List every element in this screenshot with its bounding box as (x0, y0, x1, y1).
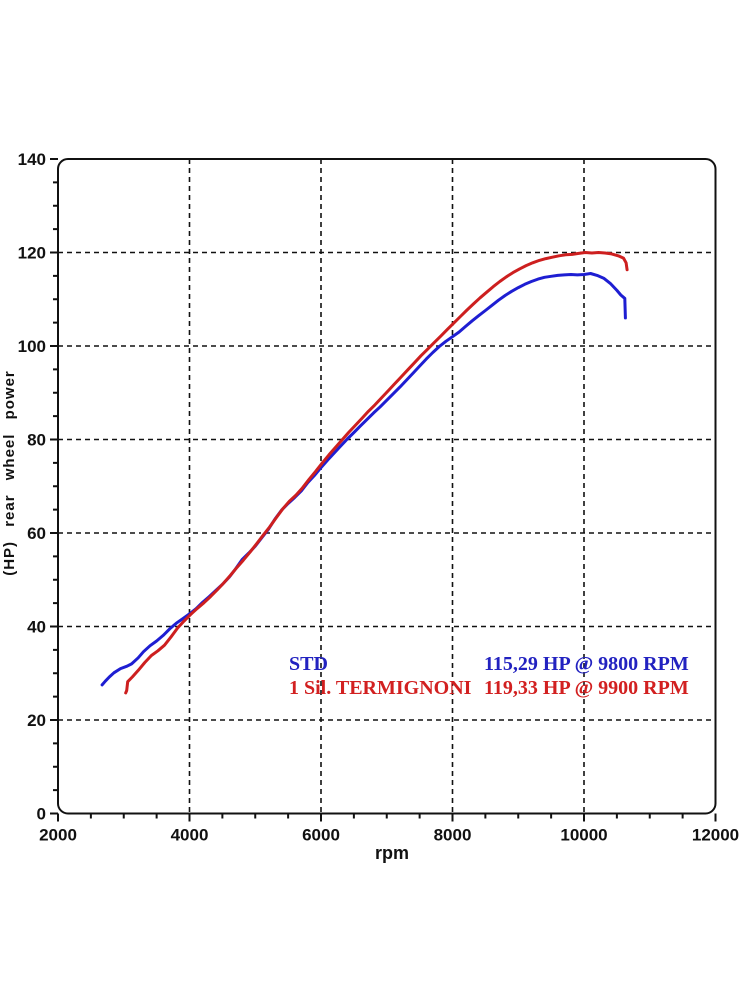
x-tick-label: 10000 (560, 826, 607, 845)
plot-border (57, 158, 717, 815)
legend-series-name: STD (289, 653, 328, 675)
x-tick-label: 6000 (302, 826, 340, 845)
y-tick-label: 140 (18, 150, 46, 169)
y-tick-label: 40 (27, 618, 46, 637)
x-tick-label: 8000 (434, 826, 472, 845)
legend-series-name: 1 Sil. TERMIGNONI (289, 677, 472, 699)
x-tick-label: 4000 (171, 826, 209, 845)
x-axis-title: rpm (374, 843, 409, 863)
y-tick-label: 20 (27, 711, 46, 730)
y-tick-label: 0 (37, 805, 46, 824)
legend-series-peak-value: 115,29 HP @ 9800 RPM (484, 653, 689, 675)
x-tick-label: 2000 (39, 826, 77, 845)
y-tick-label: 100 (18, 337, 46, 356)
legend-series-peak-value: 119,33 HP @ 9900 RPM (484, 677, 689, 699)
y-tick-label: 60 (27, 524, 46, 543)
series-curve-1-sil-termignoni (124, 251, 629, 695)
legend-row-termignoni: 1 Sil. TERMIGNONI 119,33 HP @ 9900 RPM (0, 677, 750, 701)
legend-row-std: STD 115,29 HP @ 9800 RPM (0, 653, 750, 677)
x-tick-label: 12000 (692, 826, 739, 845)
y-tick-label: 80 (27, 431, 46, 450)
y-tick-label: 120 (18, 244, 46, 263)
series-curve-std (100, 272, 627, 687)
